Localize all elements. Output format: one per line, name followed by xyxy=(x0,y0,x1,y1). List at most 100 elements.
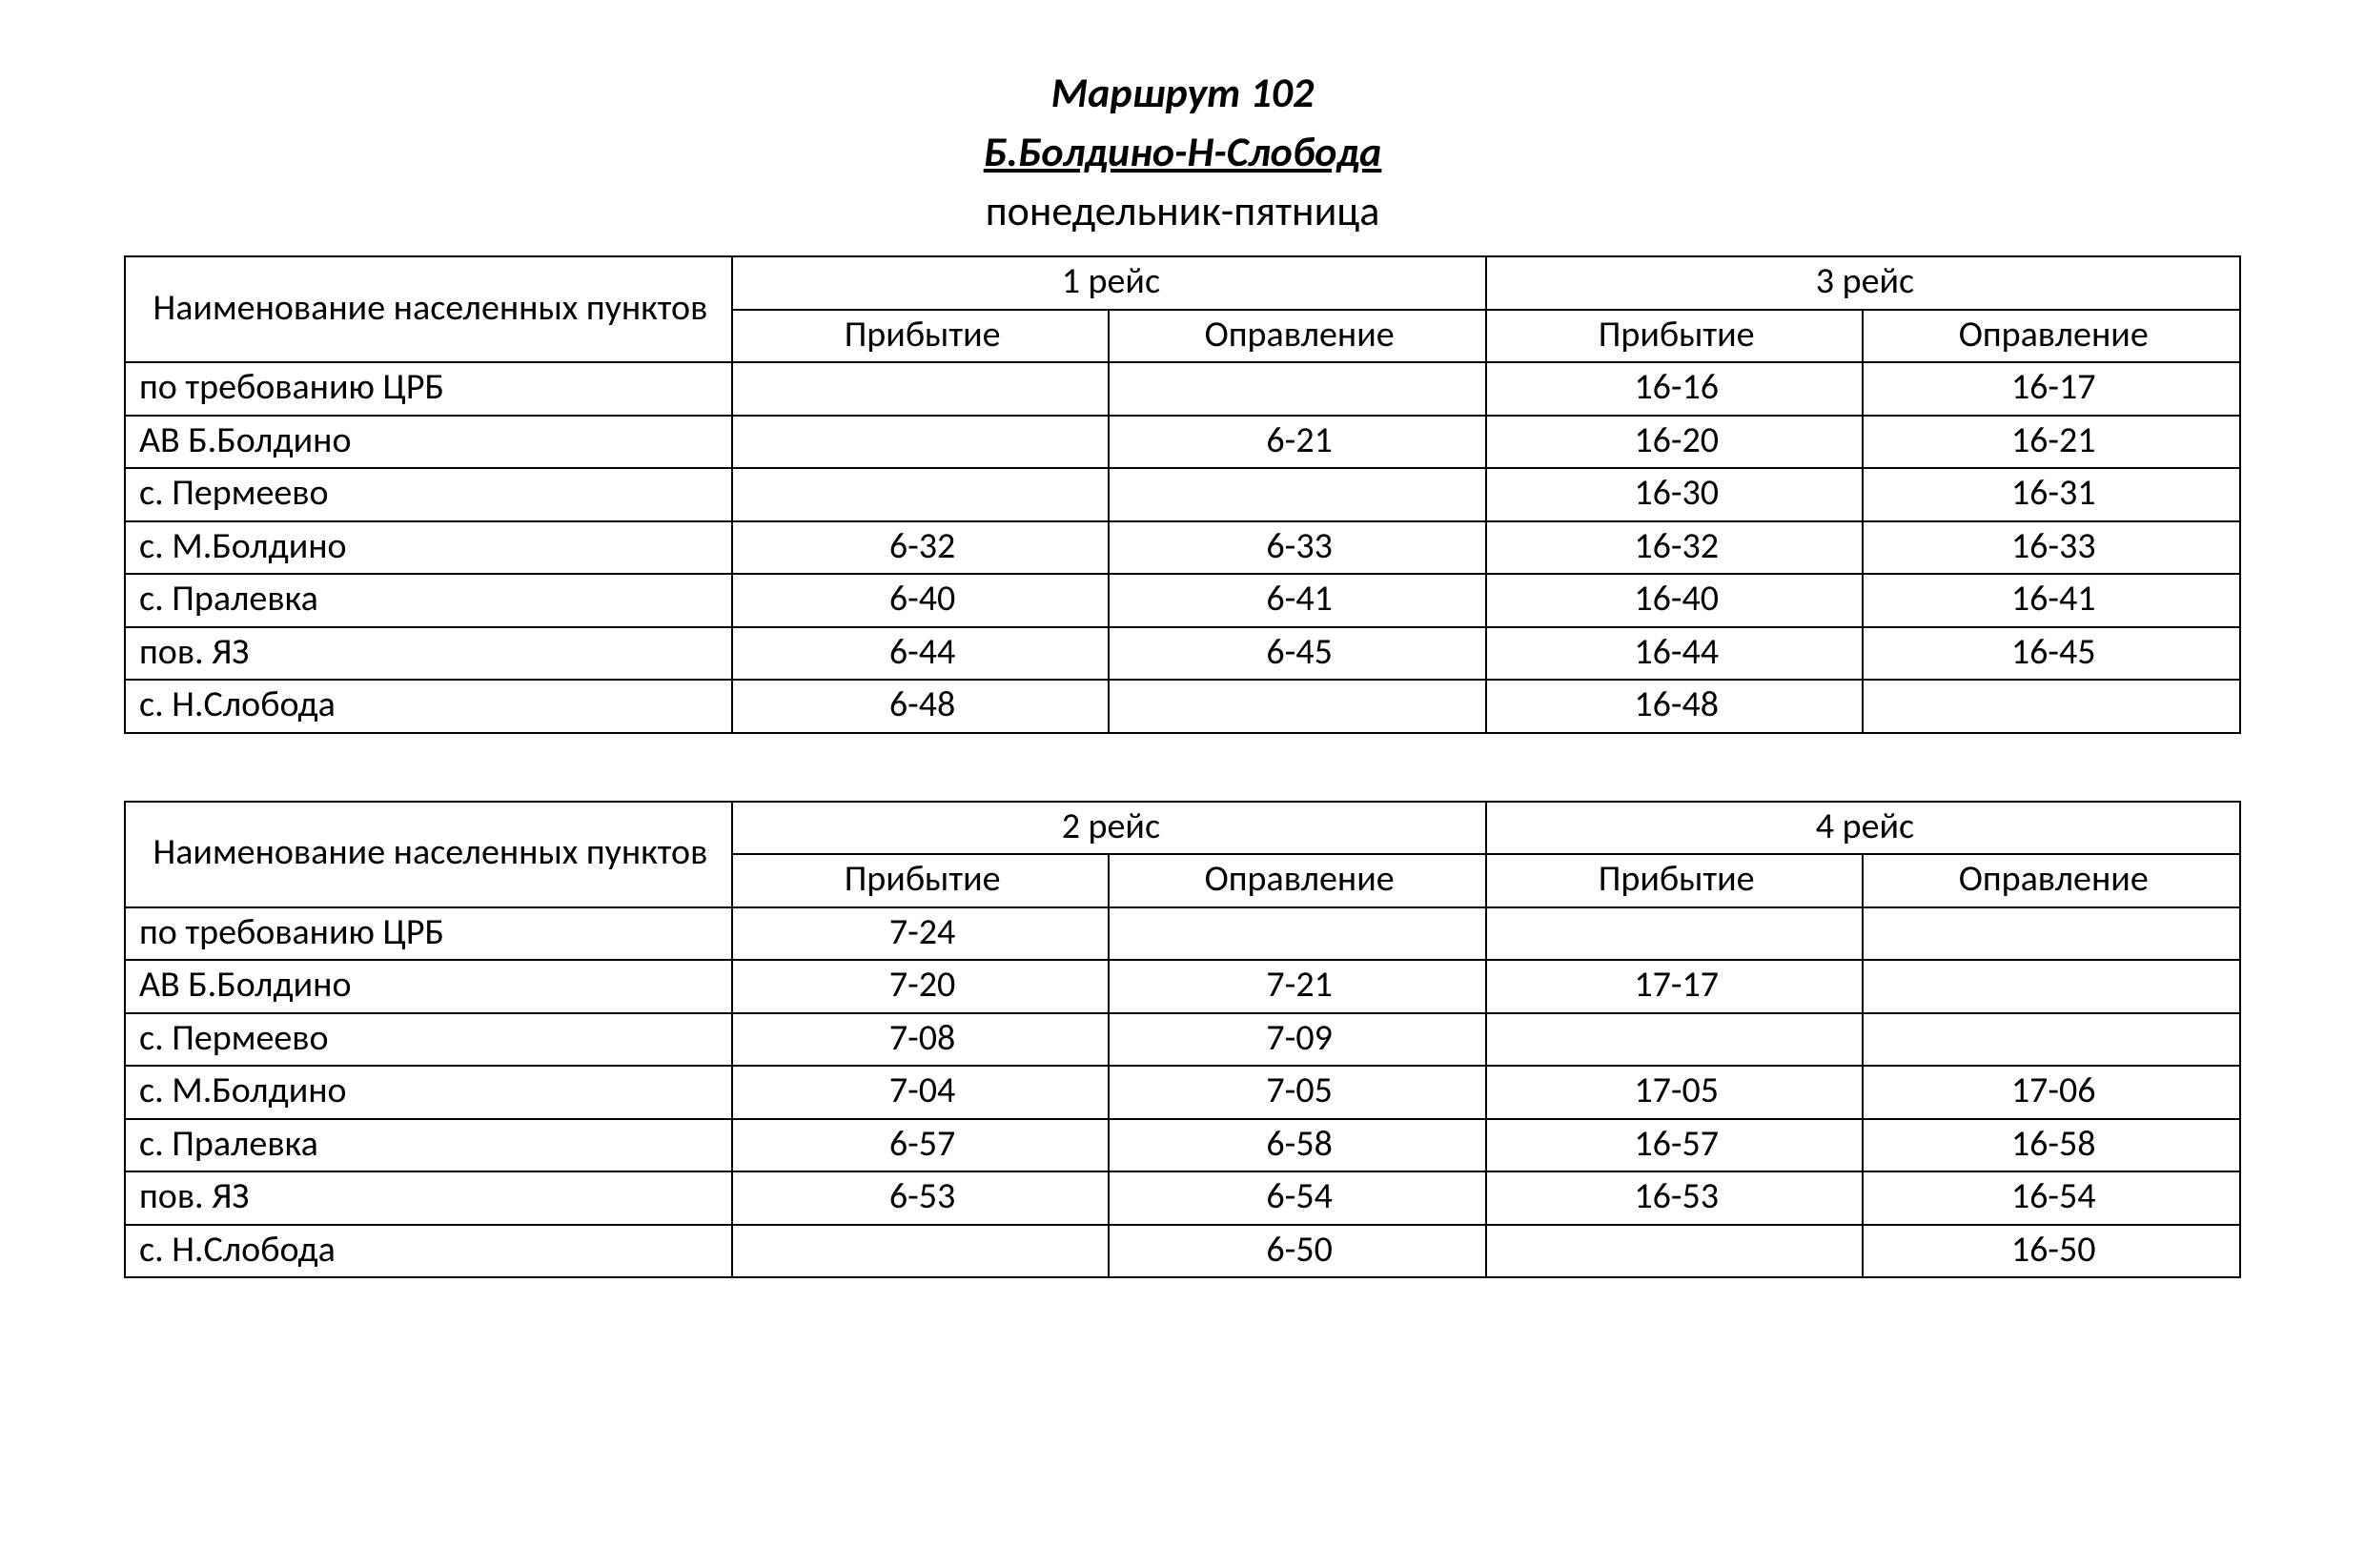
cell: 16-30 xyxy=(1486,468,1864,521)
trip-label-1: 1 рейс xyxy=(732,256,1486,310)
cell xyxy=(1863,1013,2240,1067)
cell: 6-45 xyxy=(1109,627,1486,681)
cell: 6-53 xyxy=(732,1171,1110,1225)
cell xyxy=(1109,468,1486,521)
table-row: с. Пралевка 6-40 6-41 16-40 16-41 xyxy=(125,574,2240,627)
cell: 6-21 xyxy=(1109,416,1486,469)
cell: 16-32 xyxy=(1486,521,1864,575)
col-arrival-3: Прибытие xyxy=(1486,310,1864,363)
cell: 6-40 xyxy=(732,574,1110,627)
days-of-week: понедельник-пятница xyxy=(124,185,2241,236)
stop-name: АВ Б.Болдино xyxy=(125,416,732,469)
cell: 7-05 xyxy=(1109,1066,1486,1119)
cell: 7-21 xyxy=(1109,960,1486,1013)
cell xyxy=(1486,907,1864,961)
cell: 16-57 xyxy=(1486,1119,1864,1172)
route-title: Маршрут 102 xyxy=(124,67,2241,118)
cell: 7-08 xyxy=(732,1013,1110,1067)
cell: 17-05 xyxy=(1486,1066,1864,1119)
cell xyxy=(1486,1013,1864,1067)
cell: 16-17 xyxy=(1863,362,2240,416)
cell xyxy=(1863,680,2240,733)
page: Маршрут 102 Б.Болдино-Н-Слобода понедель… xyxy=(0,0,2365,1568)
cell: 16-58 xyxy=(1863,1119,2240,1172)
cell: 17-17 xyxy=(1486,960,1864,1013)
stop-name: по требованию ЦРБ xyxy=(125,362,732,416)
cell: 16-16 xyxy=(1486,362,1864,416)
cell: 6-57 xyxy=(732,1119,1110,1172)
cell: 16-54 xyxy=(1863,1171,2240,1225)
cell: 17-06 xyxy=(1863,1066,2240,1119)
table-row: с. Пралевка 6-57 6-58 16-57 16-58 xyxy=(125,1119,2240,1172)
route-subtitle: Б.Болдино-Н-Слобода xyxy=(124,126,2241,177)
trip-label-3: 3 рейс xyxy=(1486,256,2240,310)
schedule-table-1: Наименование населенных пунктов 1 рейс 3… xyxy=(124,255,2241,734)
cell xyxy=(732,416,1110,469)
table-row: пов. ЯЗ 6-53 6-54 16-53 16-54 xyxy=(125,1171,2240,1225)
stop-name: с. Пермеево xyxy=(125,1013,732,1067)
col-arrival-1: Прибытие xyxy=(732,310,1110,363)
cell xyxy=(1486,1225,1864,1278)
cell: 16-53 xyxy=(1486,1171,1864,1225)
cell: 16-44 xyxy=(1486,627,1864,681)
col-arrival-4: Прибытие xyxy=(1486,854,1864,907)
stop-name: с. Пермеево xyxy=(125,468,732,521)
cell: 16-41 xyxy=(1863,574,2240,627)
cell: 7-24 xyxy=(732,907,1110,961)
cell: 6-58 xyxy=(1109,1119,1486,1172)
trip-label-4: 4 рейс xyxy=(1486,802,2240,855)
cell xyxy=(1863,960,2240,1013)
table-row: АВ Б.Болдино 6-21 16-20 16-21 xyxy=(125,416,2240,469)
cell: 16-48 xyxy=(1486,680,1864,733)
document-header: Маршрут 102 Б.Болдино-Н-Слобода понедель… xyxy=(124,67,2241,236)
cell: 6-41 xyxy=(1109,574,1486,627)
stop-name: с. Н.Слобода xyxy=(125,1225,732,1278)
locations-header: Наименование населенных пунктов xyxy=(125,256,732,362)
col-departure-3: Оправление xyxy=(1863,310,2240,363)
cell: 6-50 xyxy=(1109,1225,1486,1278)
table-row: пов. ЯЗ 6-44 6-45 16-44 16-45 xyxy=(125,627,2240,681)
cell: 16-31 xyxy=(1863,468,2240,521)
table-row: с. М.Болдино 7-04 7-05 17-05 17-06 xyxy=(125,1066,2240,1119)
cell: 6-54 xyxy=(1109,1171,1486,1225)
cell: 16-45 xyxy=(1863,627,2240,681)
col-departure-4: Оправление xyxy=(1863,854,2240,907)
cell: 6-44 xyxy=(732,627,1110,681)
cell xyxy=(1109,680,1486,733)
table-spacer xyxy=(124,734,2241,801)
stop-name: с. Н.Слобода xyxy=(125,680,732,733)
table-row: с. Н.Слобода 6-50 16-50 xyxy=(125,1225,2240,1278)
stop-name: пов. ЯЗ xyxy=(125,1171,732,1225)
stop-name: по требованию ЦРБ xyxy=(125,907,732,961)
cell: 16-21 xyxy=(1863,416,2240,469)
cell xyxy=(732,362,1110,416)
cell xyxy=(1109,907,1486,961)
cell: 16-20 xyxy=(1486,416,1864,469)
stop-name: с. Пралевка xyxy=(125,574,732,627)
table-row: с. Пермеево 7-08 7-09 xyxy=(125,1013,2240,1067)
stop-name: с. Пралевка xyxy=(125,1119,732,1172)
cell xyxy=(1109,362,1486,416)
table-row: с. М.Болдино 6-32 6-33 16-32 16-33 xyxy=(125,521,2240,575)
table-header-row: Наименование населенных пунктов 1 рейс 3… xyxy=(125,256,2240,310)
trip-label-2: 2 рейс xyxy=(732,802,1486,855)
cell: 7-09 xyxy=(1109,1013,1486,1067)
cell: 16-33 xyxy=(1863,521,2240,575)
col-arrival-2: Прибытие xyxy=(732,854,1110,907)
stop-name: АВ Б.Болдино xyxy=(125,960,732,1013)
locations-header: Наименование населенных пунктов xyxy=(125,802,732,907)
cell xyxy=(732,468,1110,521)
table-row: по требованию ЦРБ 16-16 16-17 xyxy=(125,362,2240,416)
cell xyxy=(1863,907,2240,961)
cell xyxy=(732,1225,1110,1278)
cell: 7-20 xyxy=(732,960,1110,1013)
col-departure-2: Оправление xyxy=(1109,854,1486,907)
table-row: с. Пермеево 16-30 16-31 xyxy=(125,468,2240,521)
table-row: АВ Б.Болдино 7-20 7-21 17-17 xyxy=(125,960,2240,1013)
cell: 6-48 xyxy=(732,680,1110,733)
stop-name: с. М.Болдино xyxy=(125,521,732,575)
table-row: по требованию ЦРБ 7-24 xyxy=(125,907,2240,961)
cell: 16-50 xyxy=(1863,1225,2240,1278)
stop-name: с. М.Болдино xyxy=(125,1066,732,1119)
table-row: с. Н.Слобода 6-48 16-48 xyxy=(125,680,2240,733)
